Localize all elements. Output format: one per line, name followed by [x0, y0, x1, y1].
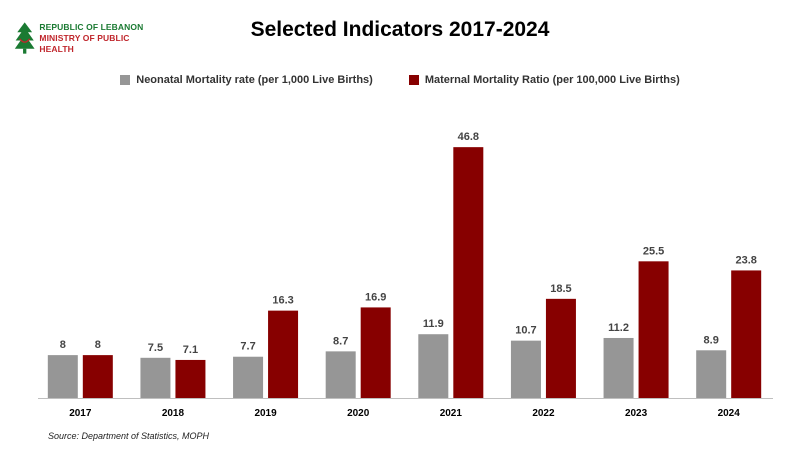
data-label-neonatal-2022: 10.7: [515, 325, 536, 337]
moph-logo: REPUBLIC OF LEBANON MINISTRY OF PUBLIC H…: [14, 14, 144, 62]
bar-maternal-2024: [731, 270, 762, 398]
legend-item-maternal: Maternal Mortality Ratio (per 100,000 Li…: [408, 74, 680, 86]
bar-maternal-2022: [545, 298, 576, 398]
x-tick-label-2017: 2017: [69, 408, 92, 419]
legend-item-neonatal: Neonatal Mortality rate (per 1,000 Live …: [120, 74, 373, 86]
data-label-maternal-2018: 7.1: [183, 344, 198, 356]
data-label-maternal-2022: 18.5: [550, 283, 571, 295]
data-label-neonatal-2023: 11.2: [608, 322, 629, 334]
x-tick-label-2022: 2022: [532, 408, 555, 419]
x-tick-label-2021: 2021: [440, 408, 463, 419]
bar-neonatal-2021: [418, 334, 449, 398]
legend-label-maternal: Maternal Mortality Ratio (per 100,000 Li…: [424, 74, 680, 86]
data-label-neonatal-2019: 7.7: [240, 341, 255, 353]
bar-neonatal-2023: [603, 337, 634, 398]
bar-maternal-2020: [360, 307, 391, 398]
chart-legend: Neonatal Mortality rate (per 1,000 Live …: [0, 74, 800, 86]
data-label-maternal-2024: 23.8: [735, 254, 756, 266]
source-note: Source: Department of Statistics, MOPH: [48, 431, 210, 441]
x-tick-label-2019: 2019: [254, 408, 277, 419]
logo-line-1: REPUBLIC OF LEBANON: [39, 21, 144, 32]
x-tick-label-2024: 2024: [718, 408, 741, 419]
x-tick-label-2023: 2023: [625, 408, 648, 419]
bar-maternal-2017: [82, 355, 113, 398]
data-label-neonatal-2021: 11.9: [423, 318, 444, 330]
data-label-maternal-2020: 16.9: [365, 291, 386, 303]
data-label-neonatal-2020: 8.7: [333, 335, 348, 347]
bar-neonatal-2022: [510, 340, 541, 398]
x-tick-label-2020: 2020: [347, 408, 370, 419]
bar-neonatal-2019: [233, 356, 264, 398]
data-label-neonatal-2018: 7.5: [148, 342, 163, 354]
bar-maternal-2021: [453, 147, 484, 398]
data-label-maternal-2023: 25.5: [643, 245, 664, 257]
legend-swatch-maternal: [408, 75, 419, 85]
bar-maternal-2018: [175, 359, 206, 398]
bar-neonatal-2018: [140, 357, 171, 398]
chart-title: Selected Indicators 2017-2024: [250, 18, 550, 41]
x-tick-label-2018: 2018: [162, 408, 185, 419]
data-label-neonatal-2024: 8.9: [704, 334, 719, 346]
legend-swatch-neonatal: [120, 75, 131, 85]
legend-label-neonatal: Neonatal Mortality rate (per 1,000 Live …: [136, 74, 373, 86]
bar-neonatal-2024: [696, 350, 727, 398]
bar-neonatal-2017: [47, 355, 78, 398]
data-label-maternal-2017: 8: [95, 339, 101, 351]
bar-maternal-2023: [638, 261, 669, 398]
data-label-maternal-2021: 46.8: [458, 131, 479, 143]
data-label-maternal-2019: 16.3: [272, 295, 293, 307]
data-label-neonatal-2017: 8: [60, 339, 66, 351]
bar-neonatal-2020: [325, 351, 356, 398]
cedar-tree-icon: [14, 22, 35, 54]
bar-maternal-2019: [268, 310, 299, 398]
logo-line-2: MINISTRY OF PUBLIC HEALTH: [39, 32, 130, 54]
